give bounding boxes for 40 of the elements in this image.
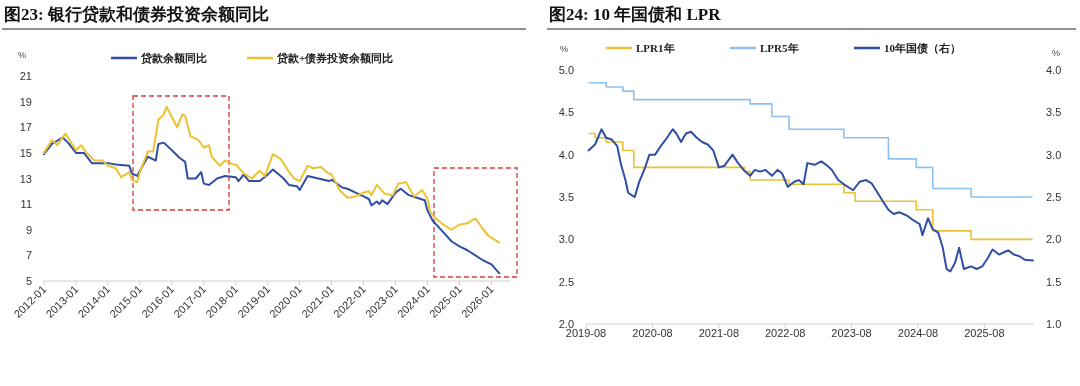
legend-label: 贷款余额同比	[140, 52, 207, 65]
legend-label: 10年国债（右）	[884, 42, 961, 55]
y-tick-label: 4.5	[558, 106, 574, 119]
y2-tick-label: 1.0	[1046, 318, 1062, 330]
y-tick-label: 2.5	[558, 275, 574, 288]
y2-tick-label: 2.5	[1046, 191, 1062, 203]
y-tick-label: 15	[19, 146, 32, 159]
y-axis-title: %	[560, 44, 569, 54]
y2-axis-title: %	[1052, 48, 1061, 58]
y-tick-label: 11	[20, 198, 32, 211]
y2-tick-label: 4.0	[1046, 64, 1062, 76]
y-tick-label: 5	[25, 275, 32, 287]
y-tick-label: 9	[25, 223, 32, 236]
x-tick-label: 2021-08	[698, 327, 740, 339]
y-axis-title: %	[18, 50, 27, 60]
y2-tick-label: 3.0	[1046, 148, 1062, 161]
y-tick-label: 21	[19, 70, 32, 82]
x-tick-label: 2019-08	[565, 327, 607, 339]
x-tick-label: 2022-08	[765, 327, 806, 339]
y2-tick-label: 2.0	[1046, 233, 1062, 246]
y-tick-label: 19	[19, 95, 32, 108]
legend-label: 贷款+债券投资余额同比	[276, 52, 394, 65]
legend-label: LPR5年	[760, 42, 799, 54]
y-tick-label: 13	[19, 172, 32, 185]
x-tick-label: 2020-08	[632, 327, 673, 339]
x-tick-label: 2025-08	[964, 327, 1005, 339]
y-tick-label: 4.0	[558, 148, 574, 161]
y-tick-label: 2.0	[558, 318, 574, 330]
y-tick-label: 5.0	[558, 64, 574, 76]
x-tick-label: 2024-08	[897, 327, 939, 339]
y2-tick-label: 3.5	[1046, 106, 1062, 119]
y-tick-label: 3.0	[558, 233, 574, 246]
y-tick-label: 7	[25, 249, 32, 262]
y2-tick-label: 1.5	[1046, 275, 1062, 288]
x-tick-label: 2023-08	[831, 327, 872, 339]
y-tick-label: 3.5	[558, 191, 574, 203]
legend-label: LPR1年	[636, 42, 675, 54]
chart-title: 图23: 银行贷款和债券投资余额同比	[4, 5, 269, 24]
y-tick-label: 17	[19, 121, 32, 134]
chart-title: 图24: 10 年国债和 LPR	[549, 5, 722, 24]
